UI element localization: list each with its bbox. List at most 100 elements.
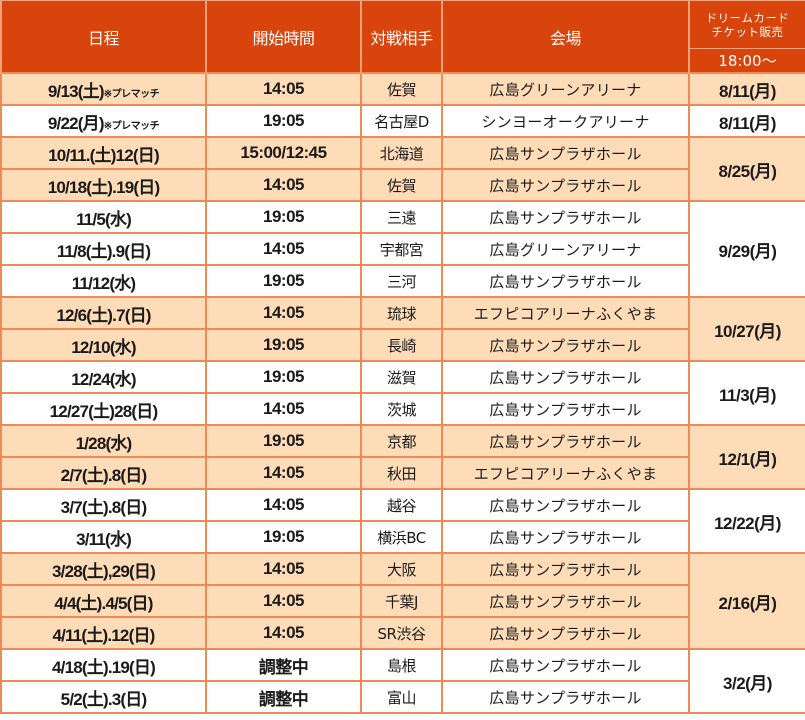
date-cell: 11/8(土).9(日) — [0, 232, 207, 266]
time-cell: 19:05 — [205, 424, 362, 458]
opponent-cell: 秋田 — [360, 456, 443, 490]
sale-date-cell: 3/2(月) — [688, 648, 805, 714]
time-cell: 19:05 — [205, 264, 362, 298]
opponent-cell: 長崎 — [360, 328, 443, 362]
sale-date-cell: 12/1(月) — [688, 424, 805, 490]
venue-cell: 広島サンプラザホール — [441, 424, 690, 458]
date-cell: 9/22(月)※プレマッチ — [0, 104, 207, 138]
time-cell: 19:05 — [205, 360, 362, 394]
opponent-cell: 三遠 — [360, 200, 443, 234]
venue-cell: 広島サンプラザホール — [441, 168, 690, 202]
sale-date-cell: 12/22(月) — [688, 488, 805, 554]
table-row: 4/11(土).12(日) 14:05 SR渋谷 広島サンプラザホール — [0, 616, 805, 650]
date-text: 9/13(土) — [47, 81, 105, 101]
venue-cell: 広島サンプラザホール — [441, 552, 690, 586]
time-cell: 14:05 — [205, 456, 362, 490]
venue-cell: 広島サンプラザホール — [441, 392, 690, 426]
header-ticket-sale-line2: チケット販売 — [711, 24, 784, 39]
header-start-time: 開始時間 — [205, 0, 362, 74]
opponent-cell: 三河 — [360, 264, 443, 298]
venue-cell: 広島サンプラザホール — [441, 360, 690, 394]
table-row: 3/28(土),29(日) 14:05 大阪 広島サンプラザホール 2/16(月… — [0, 552, 805, 650]
venue-cell: 広島サンプラザホール — [441, 616, 690, 650]
date-cell: 10/11.(土)12(日) — [0, 136, 207, 170]
sale-date-cell: 9/29(月) — [688, 200, 805, 298]
sale-date-cell: 10/27(月) — [688, 296, 805, 362]
date-cell: 9/13(土)※プレマッチ — [0, 72, 207, 106]
time-cell: 14:05 — [205, 72, 362, 106]
date-cell: 12/27(土)28(日) — [0, 392, 207, 426]
date-cell: 12/10(水) — [0, 328, 207, 362]
pre-match-note: ※プレマッチ — [103, 120, 160, 132]
opponent-cell: 滋賀 — [360, 360, 443, 394]
time-cell: 14:05 — [205, 392, 362, 426]
opponent-cell: 琉球 — [360, 296, 443, 330]
time-cell: 19:05 — [205, 104, 362, 138]
header-venue: 会場 — [441, 0, 690, 74]
time-cell: 調整中 — [205, 648, 362, 682]
venue-cell: 広島サンプラザホール — [441, 264, 690, 298]
venue-cell: 広島サンプラザホール — [441, 200, 690, 234]
time-cell: 14:05 — [205, 584, 362, 618]
date-cell: 3/11(水) — [0, 520, 207, 554]
venue-cell: 広島グリーンアリーナ — [441, 232, 690, 266]
sale-date-cell: 8/25(月) — [688, 136, 805, 202]
sale-date-cell: 8/11(月) — [688, 104, 805, 138]
sale-date-cell: 2/16(月) — [688, 552, 805, 650]
opponent-cell: 佐賀 — [360, 72, 443, 106]
date-cell: 3/7(土).8(日) — [0, 488, 207, 522]
date-cell: 11/12(水) — [0, 264, 207, 298]
date-cell: 2/7(土).8(日) — [0, 456, 207, 490]
date-cell: 4/18(土).19(日) — [0, 648, 207, 682]
table-row: 12/27(土)28(日) 14:05 茨城 広島サンプラザホール — [0, 392, 805, 426]
date-cell: 4/4(土).4/5(日) — [0, 584, 207, 618]
table-row: 5/2(土).3(日) 調整中 富山 広島サンプラザホール — [0, 680, 805, 714]
time-cell: 調整中 — [205, 680, 362, 714]
opponent-cell: 茨城 — [360, 392, 443, 426]
table-row: 11/12(水) 19:05 三河 広島サンプラザホール — [0, 264, 805, 298]
sale-date-cell: 8/11(月) — [688, 72, 805, 106]
time-cell: 14:05 — [205, 232, 362, 266]
time-cell: 14:05 — [205, 616, 362, 650]
header-date: 日程 — [0, 0, 207, 74]
table-row: 4/4(土).4/5(日) 14:05 千葉J 広島サンプラザホール — [0, 584, 805, 618]
table-row: 11/8(土).9(日) 14:05 宇都宮 広島グリーンアリーナ — [0, 232, 805, 266]
table-row: 10/18(土).19(日) 14:05 佐賀 広島サンプラザホール — [0, 168, 805, 202]
time-cell: 19:05 — [205, 328, 362, 362]
venue-cell: 広島サンプラザホール — [441, 680, 690, 714]
date-cell: 5/2(土).3(日) — [0, 680, 207, 714]
time-cell: 19:05 — [205, 200, 362, 234]
table-row: 3/11(水) 19:05 横浜BC 広島サンプラザホール — [0, 520, 805, 554]
venue-cell: 広島グリーンアリーナ — [441, 72, 690, 106]
table-row: 11/5(水) 19:05 三遠 広島サンプラザホール 9/29(月) — [0, 200, 805, 298]
opponent-cell: 宇都宮 — [360, 232, 443, 266]
time-cell: 14:05 — [205, 488, 362, 522]
opponent-cell: 名古屋D — [360, 104, 443, 138]
table-row: 9/13(土)※プレマッチ 14:05 佐賀 広島グリーンアリーナ 8/11(月… — [0, 72, 805, 106]
opponent-cell: 千葉J — [360, 584, 443, 618]
date-cell: 12/6(土).7(日) — [0, 296, 207, 330]
header-opponent: 対戦相手 — [360, 0, 443, 74]
opponent-cell: SR渋谷 — [360, 616, 443, 650]
date-cell: 10/18(土).19(日) — [0, 168, 207, 202]
table-row: 12/24(水) 19:05 滋賀 広島サンプラザホール 11/3(月) — [0, 360, 805, 426]
table-row: 3/7(土).8(日) 14:05 越谷 広島サンプラザホール 12/22(月) — [0, 488, 805, 554]
venue-cell: 広島サンプラザホール — [441, 648, 690, 682]
time-cell: 14:05 — [205, 168, 362, 202]
date-text: 9/22(月) — [47, 113, 105, 133]
time-cell: 14:05 — [205, 296, 362, 330]
pre-match-note: ※プレマッチ — [103, 88, 160, 100]
opponent-cell: 越谷 — [360, 488, 443, 522]
opponent-cell: 横浜BC — [360, 520, 443, 554]
header-ticket-sale-time: 18:00～ — [688, 48, 805, 74]
venue-cell: 広島サンプラザホール — [441, 584, 690, 618]
opponent-cell: 富山 — [360, 680, 443, 714]
opponent-cell: 北海道 — [360, 136, 443, 170]
table-row: 10/11.(土)12(日) 15:00/12:45 北海道 広島サンプラザホー… — [0, 136, 805, 202]
date-cell: 1/28(水) — [0, 424, 207, 458]
header-ticket-sale-line1: ドリームカード — [705, 10, 790, 25]
date-cell: 3/28(土),29(日) — [0, 552, 207, 586]
time-cell: 14:05 — [205, 552, 362, 586]
venue-cell: 広島サンプラザホール — [441, 520, 690, 554]
